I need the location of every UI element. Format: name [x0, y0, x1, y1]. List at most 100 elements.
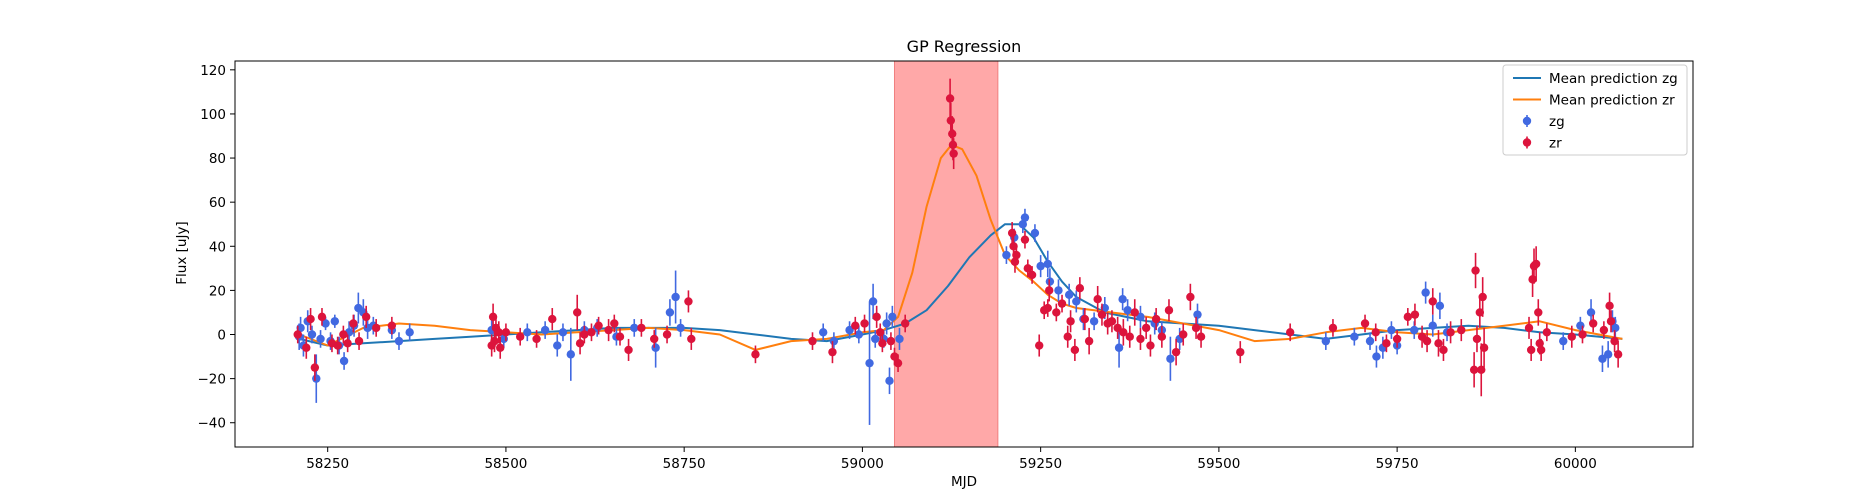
data-point — [1410, 310, 1420, 319]
data-point — [1107, 317, 1117, 326]
data-point — [1387, 325, 1396, 335]
data-point — [1130, 308, 1139, 317]
data-point — [1191, 323, 1201, 333]
data-point — [851, 321, 860, 330]
data-point — [343, 339, 352, 348]
data-point — [394, 336, 404, 346]
data-point — [829, 336, 839, 346]
data-point — [371, 323, 381, 333]
data-point — [1064, 290, 1074, 300]
data-point — [1576, 321, 1585, 330]
data-point — [1421, 288, 1430, 297]
data-point — [1526, 345, 1536, 355]
data-point — [845, 325, 854, 335]
x-tick-label: 59750 — [1376, 456, 1419, 472]
data-point — [1119, 328, 1128, 337]
data-point — [885, 376, 894, 386]
data-point — [302, 343, 311, 352]
data-point — [1179, 330, 1188, 339]
data-point — [1610, 336, 1619, 346]
data-point — [615, 332, 625, 341]
data-point — [594, 321, 603, 330]
data-point — [1196, 332, 1206, 341]
data-point — [1114, 343, 1124, 352]
data-point — [890, 352, 899, 361]
data-point — [1446, 328, 1455, 337]
data-point — [1070, 345, 1080, 355]
data-point — [339, 356, 349, 366]
data-point — [872, 312, 881, 322]
data-point — [1578, 330, 1587, 339]
data-point — [945, 94, 955, 103]
data-point — [1035, 341, 1044, 350]
data-point — [566, 350, 576, 359]
data-point — [854, 330, 864, 339]
legend-entry-label: zr — [1549, 136, 1562, 152]
data-point — [1044, 286, 1054, 295]
data-point — [1567, 332, 1576, 341]
data-point — [1043, 259, 1052, 269]
data-point — [1236, 347, 1245, 357]
data-point — [1613, 350, 1623, 359]
data-point — [1360, 319, 1370, 328]
data-point — [532, 334, 541, 344]
y-tick-label: 60 — [209, 195, 226, 211]
legend-marker-swatch — [1522, 116, 1532, 126]
data-point — [1285, 328, 1295, 337]
data-point — [1531, 259, 1541, 269]
y-tick-label: −40 — [198, 416, 227, 432]
legend-entry-label: Mean prediction zg — [1549, 71, 1678, 87]
data-point — [1186, 292, 1195, 302]
data-point — [1586, 308, 1596, 317]
data-point — [316, 334, 325, 344]
y-tick-label: 100 — [200, 107, 226, 123]
data-point — [1052, 308, 1061, 317]
data-point — [540, 325, 550, 335]
data-point — [515, 332, 525, 341]
data-point — [1472, 334, 1482, 344]
x-tick-label: 58750 — [663, 456, 706, 472]
data-point — [490, 336, 499, 346]
data-point — [1084, 336, 1094, 346]
data-point — [1403, 312, 1413, 322]
data-point — [496, 343, 505, 352]
x-axis-label: MJD — [951, 474, 977, 490]
data-point — [1157, 332, 1167, 341]
data-point — [1097, 310, 1107, 319]
data-point — [306, 314, 315, 324]
data-point — [339, 330, 348, 339]
data-point — [1478, 292, 1487, 302]
x-tick-label: 60000 — [1554, 456, 1597, 472]
data-point — [1439, 345, 1448, 355]
data-point — [671, 292, 680, 302]
data-point — [1435, 301, 1445, 311]
data-point — [751, 350, 760, 359]
data-point — [1422, 336, 1432, 346]
data-point — [1434, 339, 1443, 348]
data-point — [1193, 310, 1202, 319]
data-point — [321, 319, 330, 328]
data-point — [1146, 341, 1155, 350]
x-tick-label: 59250 — [1019, 456, 1062, 472]
data-point — [1089, 317, 1099, 326]
data-point — [1611, 323, 1620, 333]
legend-entry-label: Mean prediction zr — [1549, 93, 1675, 109]
data-point — [610, 319, 619, 328]
data-point — [876, 328, 885, 337]
data-point — [1080, 314, 1090, 324]
data-point — [687, 334, 696, 344]
data-point — [651, 343, 660, 352]
data-point — [553, 341, 562, 350]
data-point — [882, 319, 891, 328]
data-point — [1477, 365, 1486, 374]
data-point — [1603, 350, 1613, 359]
data-point — [573, 308, 582, 317]
data-point — [1063, 332, 1072, 341]
data-point — [1365, 336, 1375, 346]
data-point — [354, 336, 364, 346]
data-point — [1605, 301, 1614, 311]
data-point — [1479, 343, 1489, 352]
data-point — [405, 328, 414, 337]
data-point — [1020, 213, 1030, 222]
data-point — [293, 330, 302, 339]
